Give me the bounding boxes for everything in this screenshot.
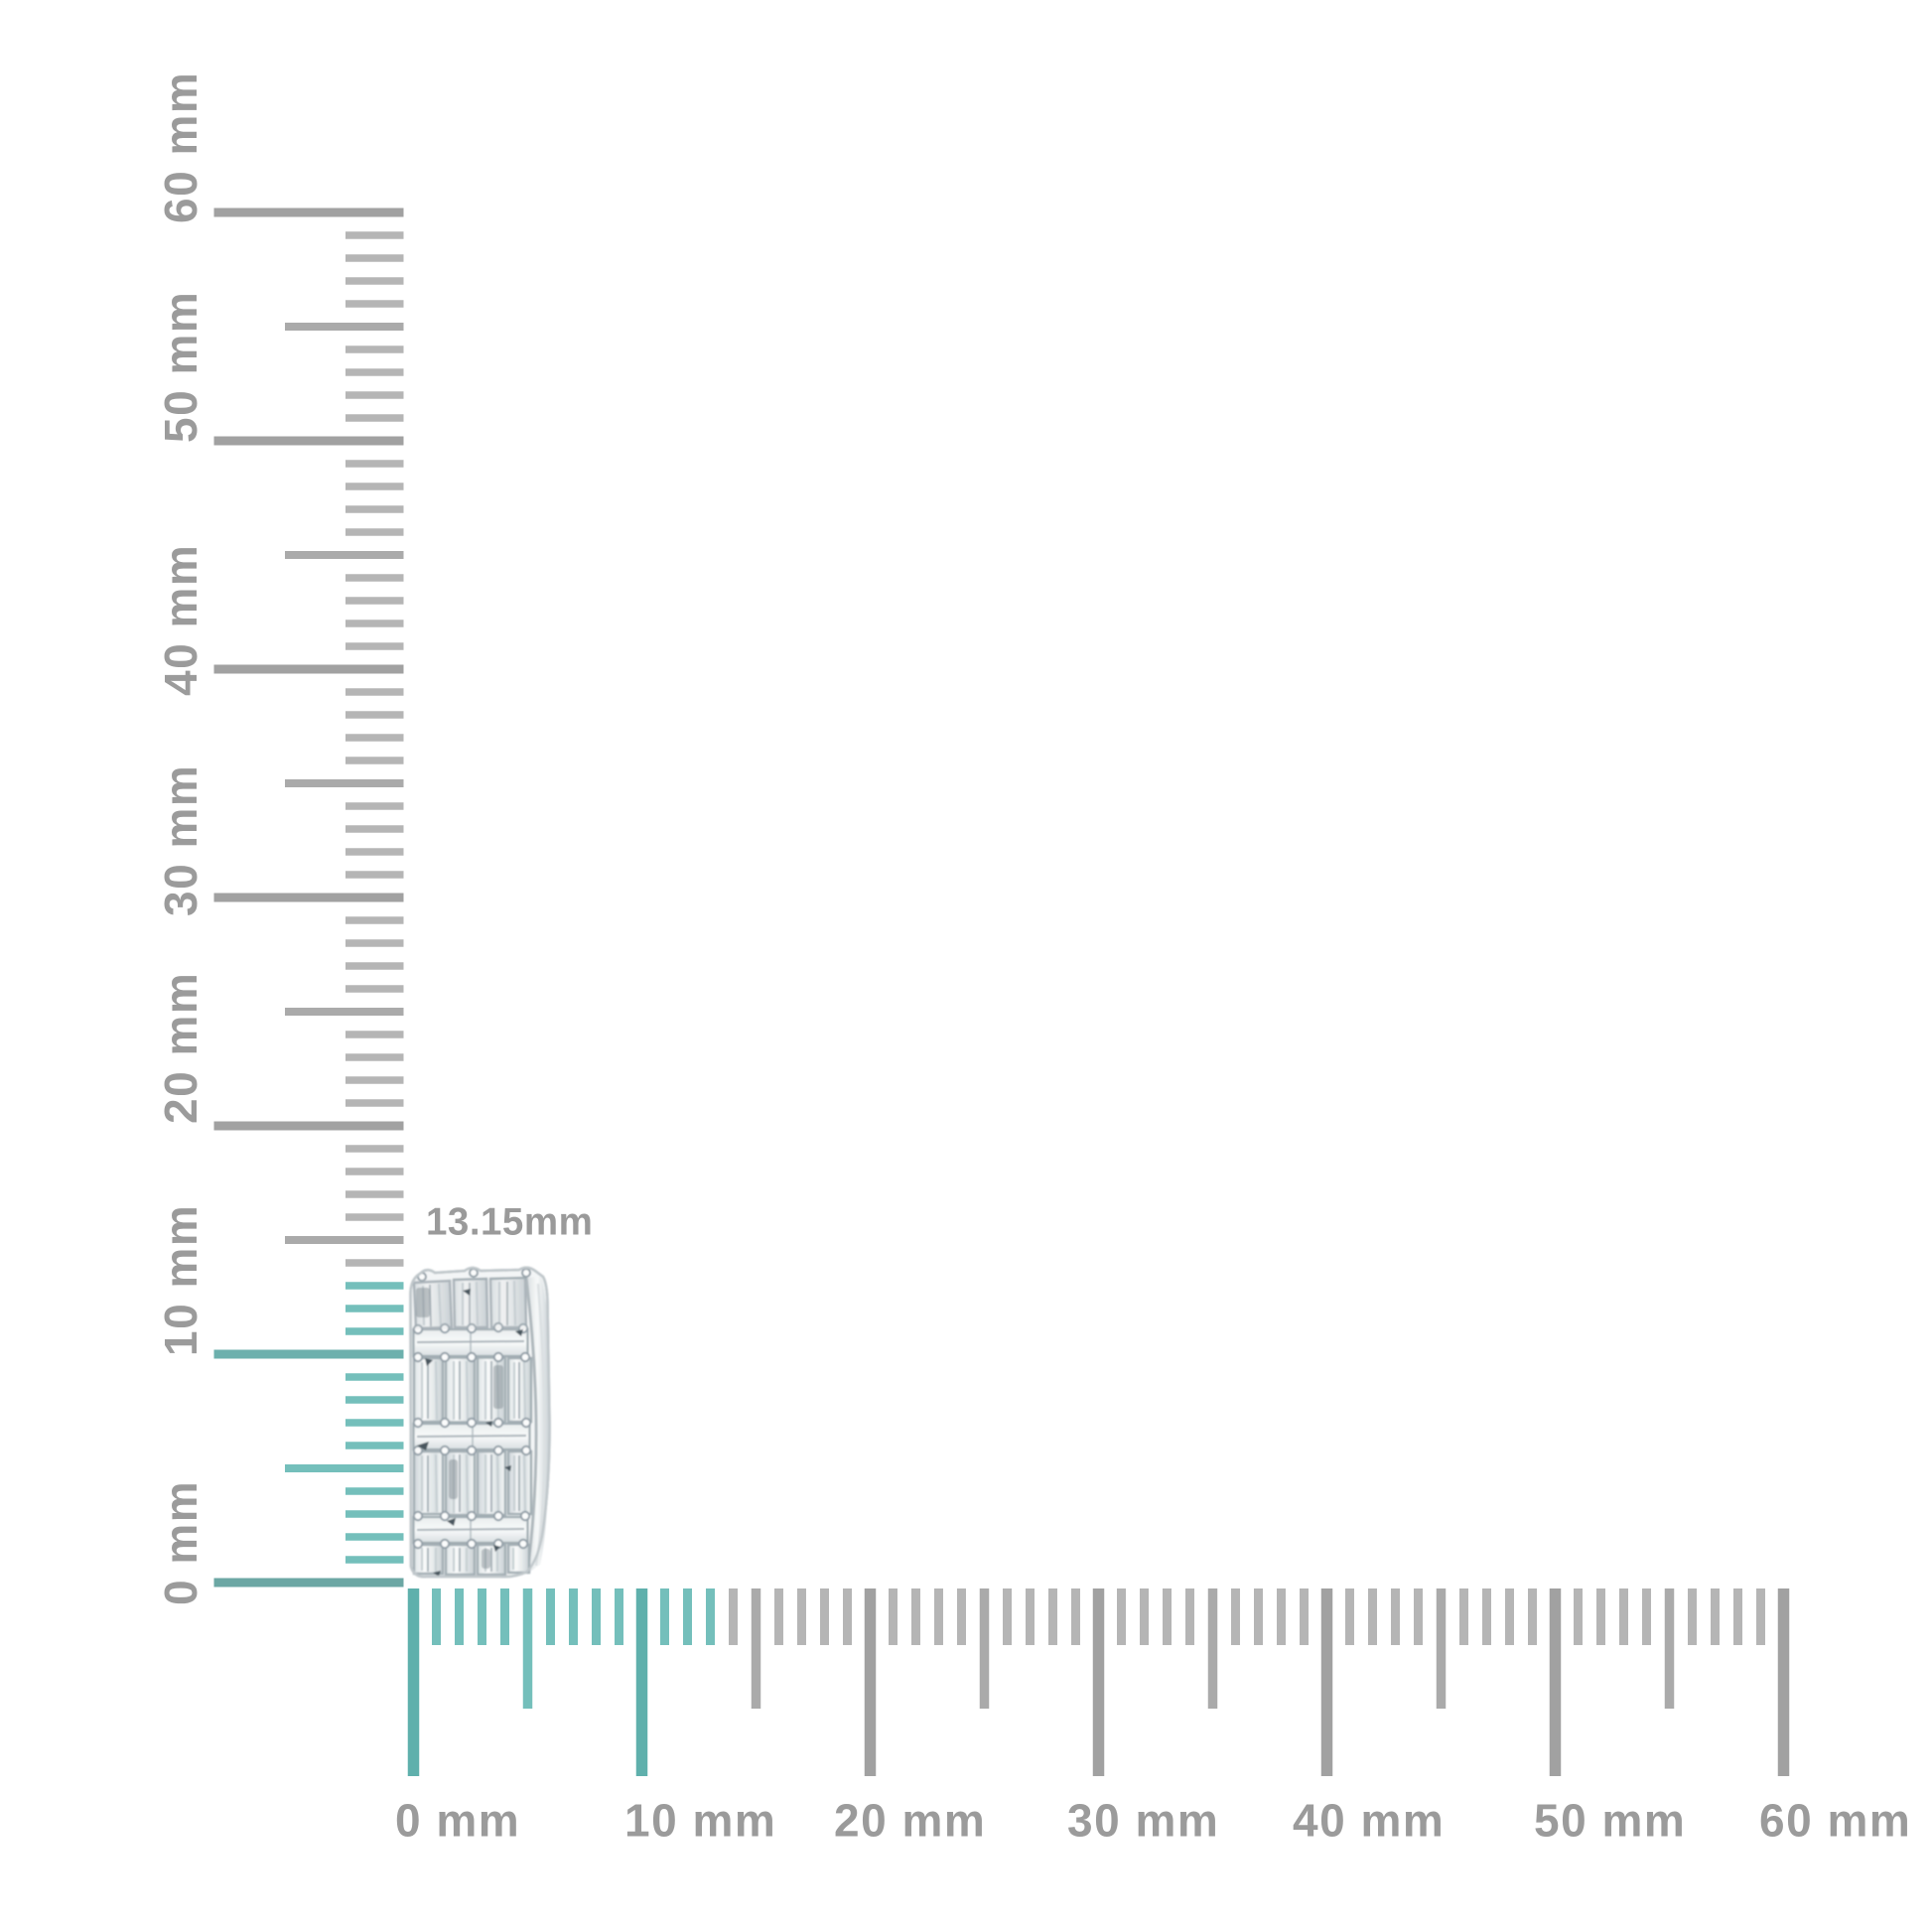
svg-text:10 mm: 10 mm: [155, 1204, 207, 1356]
svg-text:0 mm: 0 mm: [155, 1480, 207, 1605]
svg-text:60 mm: 60 mm: [1759, 1795, 1911, 1847]
svg-text:40 mm: 40 mm: [1293, 1795, 1445, 1847]
svg-text:0 mm: 0 mm: [395, 1795, 520, 1847]
svg-text:30 mm: 30 mm: [1067, 1795, 1219, 1847]
svg-text:13.15mm: 13.15mm: [426, 1201, 593, 1244]
svg-text:60 mm: 60 mm: [155, 71, 207, 223]
svg-text:50 mm: 50 mm: [1534, 1795, 1686, 1847]
svg-text:20 mm: 20 mm: [834, 1795, 986, 1847]
svg-text:40 mm: 40 mm: [155, 544, 207, 696]
svg-text:50 mm: 50 mm: [155, 291, 207, 443]
svg-text:30 mm: 30 mm: [155, 764, 207, 916]
svg-text:10 mm: 10 mm: [624, 1795, 776, 1847]
svg-text:20 mm: 20 mm: [155, 972, 207, 1124]
